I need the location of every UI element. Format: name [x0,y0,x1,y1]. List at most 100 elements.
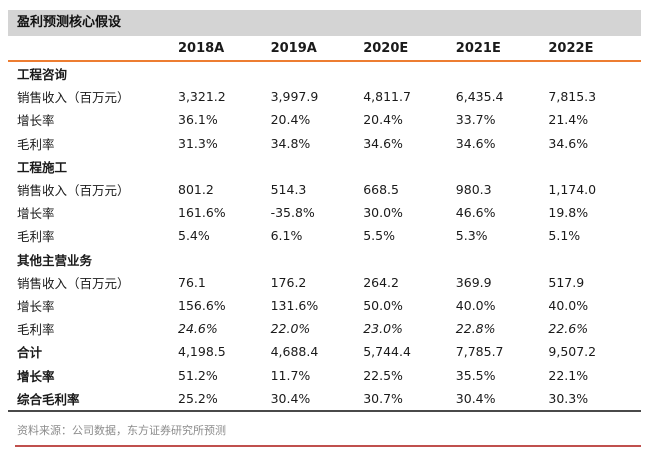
cell-value: 46.6% [455,205,496,221]
cell-value: 50.0% [363,297,403,313]
cell-value: 22.0% [270,321,311,337]
footer-rule [15,444,641,447]
row-label: 合计 [17,345,43,361]
table-row: 增长率 36.1% 20.4% 20.4% 33.7% 21.4% [8,108,641,131]
cell-value: 35.5% [455,367,496,383]
cell-value: 22.5% [363,367,403,383]
row-label: 综合毛利率 [17,391,80,407]
source-note: 资料来源：公司数据，东方证券研究所预测 [17,423,226,437]
cell-value: 5.5% [363,228,395,244]
cell-value: 3,321.2 [178,89,226,105]
cell-value: 34.6% [548,135,589,151]
row-label: 销售收入（百万元） [17,90,130,106]
table-row: 销售收入（百万元） 801.2 514.3 668.5 980.3 1,174.0 [8,178,641,201]
cell-value: 36.1% [178,112,218,128]
cell-value: 668.5 [363,182,399,198]
cell-value: 6.1% [270,228,303,244]
section-header-row: 工程施工 [8,155,641,178]
cell-value: 40.0% [548,297,589,313]
summary-row: 增长率 51.2% 11.7% 22.5% 35.5% 22.1% [8,363,641,386]
section-header: 工程施工 [17,159,68,175]
cell-value: 34.6% [455,135,496,151]
cell-value: 20.4% [363,112,403,128]
cell-value: 131.6% [270,297,319,313]
row-label: 毛利率 [17,136,55,152]
cell-value: 9,507.2 [548,344,597,360]
row-label: 毛利率 [17,229,55,245]
cell-value: 11.7% [270,367,311,383]
cell-value: 30.4% [455,390,496,406]
cell-value: 30.7% [363,390,403,406]
table-row: 增长率 161.6% -35.8% 30.0% 46.6% 19.8% [8,201,641,224]
cell-value: 264.2 [363,274,399,290]
cell-value: 5.4% [178,228,210,244]
cell-value: 6,435.4 [455,89,504,105]
table-row: 毛利率 31.3% 34.8% 34.6% 34.6% 34.6% [8,132,641,155]
cell-value: 4,811.7 [363,89,411,105]
cell-value: 4,198.5 [178,344,226,360]
cell-value: 514.3 [270,182,307,198]
row-label: 销售收入（百万元） [17,183,130,199]
cell-value: 19.8% [548,205,589,221]
cell-value: 33.7% [455,112,496,128]
section-header-row: 其他主营业务 [8,248,641,271]
section-header: 工程咨询 [17,67,68,83]
cell-value: 30.0% [363,205,403,221]
cell-value: 40.0% [455,297,496,313]
cell-value: 4,688.4 [270,344,319,360]
cell-value: -35.8% [270,205,315,221]
table-body: 工程咨询销售收入（百万元） 3,321.2 3,997.9 4,811.7 6,435.… [8,62,641,412]
column-header: 2021E [455,40,501,56]
column-header-row: 2018A 2019A 2020E 2021E 2022E [8,36,641,62]
row-label: 增长率 [17,368,55,384]
cell-value: 34.6% [363,135,403,151]
table-row: 销售收入（百万元） 3,321.2 3,997.9 4,811.7 6,435.4 7,8… [8,85,641,108]
cell-value: 22.6% [548,321,589,337]
table-row: 销售收入（百万元） 76.1 176.2 264.2 369.9 517.9 [8,271,641,294]
cell-value: 801.2 [178,182,214,198]
table-row: 毛利率 24.6% 22.0% 23.0% 22.8% 22.6% [8,317,641,340]
summary-row: 综合毛利率 25.2% 30.4% 30.7% 30.4% 30.3% [8,387,641,410]
row-label: 毛利率 [17,322,55,338]
section-header-row: 工程咨询 [8,62,641,85]
cell-value: 7,815.3 [548,89,597,105]
cell-value: 30.4% [270,390,311,406]
table-row: 增长率 156.6% 131.6% 50.0% 40.0% 40.0% [8,294,641,317]
forecast-assumptions-table: 盈利预测核心假设 2018A 2019A 2020E 2021E 2022E 工程咨询销… [8,10,641,447]
cell-value: 30.3% [548,390,589,406]
cell-value: 176.2 [270,274,307,290]
cell-value: 3,997.9 [270,89,319,105]
cell-value: 5.3% [455,228,488,244]
row-label: 增长率 [17,298,55,314]
cell-value: 22.1% [548,367,589,383]
row-label: 销售收入（百万元） [17,275,130,291]
cell-value: 23.0% [363,321,403,337]
column-header: 2022E [548,40,594,56]
section-header: 其他主营业务 [17,252,93,268]
summary-row: 合计 4,198.5 4,688.4 5,744.4 7,785.7 9,507.2 [8,340,641,363]
cell-value: 517.9 [548,274,585,290]
row-label: 增长率 [17,206,55,222]
cell-value: 51.2% [178,367,218,383]
table-title: 盈利预测核心假设 [8,10,641,36]
cell-value: 34.8% [270,135,311,151]
cell-value: 5.1% [548,228,581,244]
cell-value: 20.4% [270,112,311,128]
cell-value: 21.4% [548,112,589,128]
cell-value: 76.1 [178,274,206,290]
column-header: 2019A [270,40,317,56]
cell-value: 980.3 [455,182,492,198]
cell-value: 25.2% [178,390,218,406]
cell-value: 369.9 [455,274,492,290]
table-row: 毛利率 5.4% 6.1% 5.5% 5.3% 5.1% [8,224,641,247]
cell-value: 156.6% [178,297,226,313]
cell-value: 22.8% [455,321,496,337]
cell-value: 1,174.0 [548,182,597,198]
cell-value: 31.3% [178,135,218,151]
cell-value: 161.6% [178,205,226,221]
cell-value: 7,785.7 [455,344,504,360]
column-header: 2020E [363,40,409,56]
cell-value: 5,744.4 [363,344,411,360]
column-header: 2018A [178,40,225,56]
row-label: 增长率 [17,113,55,129]
